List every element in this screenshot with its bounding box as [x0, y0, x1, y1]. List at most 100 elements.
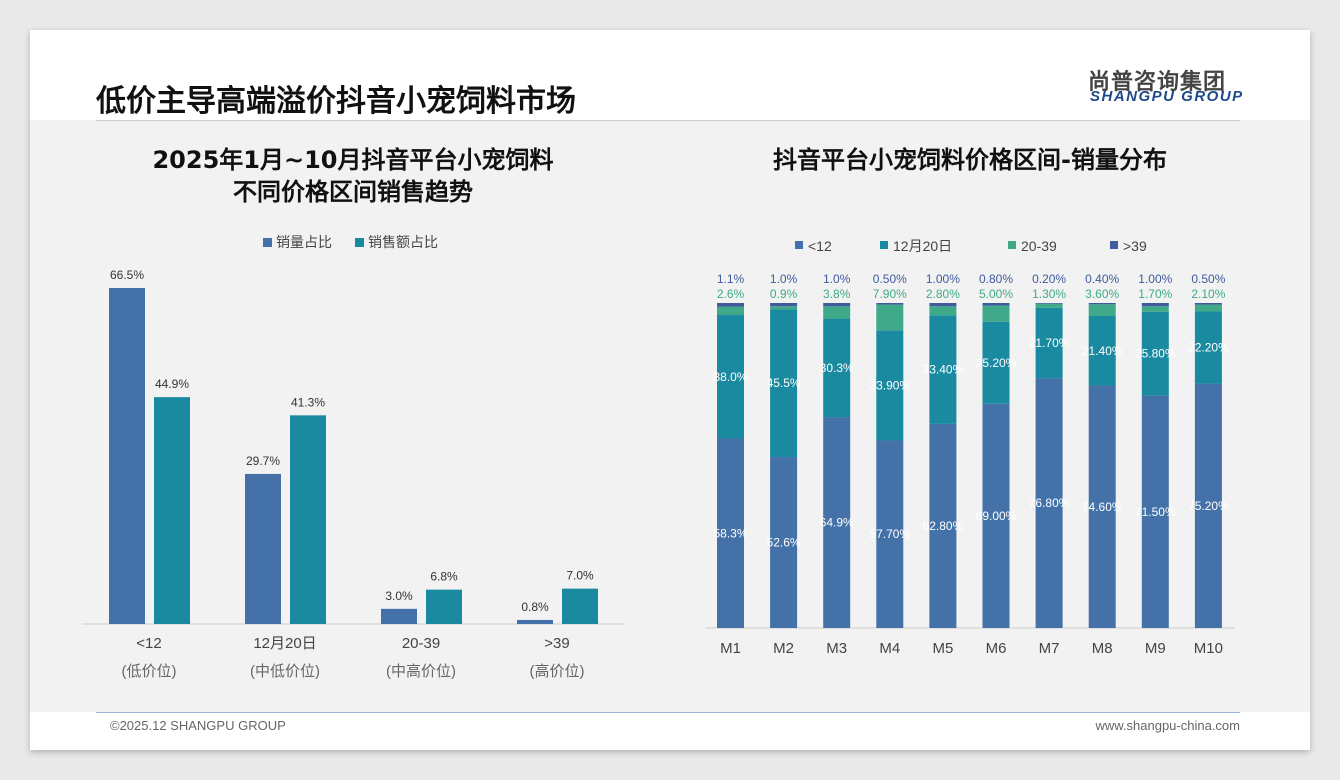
x-tick-label: M8	[1092, 640, 1113, 657]
x-tick-label: M10	[1194, 640, 1223, 657]
data-label: 62.80%	[923, 519, 964, 533]
bar-segment	[1035, 307, 1063, 379]
legend-label: 销量占比	[276, 234, 332, 250]
data-label: 0.50%	[873, 272, 907, 286]
bar-segment	[929, 303, 957, 307]
bar-segment	[823, 306, 851, 319]
bar-segment	[1141, 303, 1169, 307]
bar-segment	[876, 440, 904, 628]
data-label: 22.20%	[1188, 341, 1229, 355]
data-label: 7.90%	[873, 287, 907, 301]
legend-marker	[263, 238, 272, 247]
data-label: 25.20%	[976, 356, 1017, 370]
data-label: 0.20%	[1032, 272, 1066, 286]
data-label: 29.7%	[246, 454, 280, 468]
bar-segment	[1088, 316, 1116, 386]
bar	[245, 473, 281, 624]
x-tick-label: M3	[826, 640, 847, 657]
bar	[426, 589, 462, 624]
data-label: 3.8%	[823, 287, 851, 301]
bar-segment	[770, 306, 798, 310]
x-tick-sublabel: (低价位)	[122, 663, 177, 680]
data-label: 21.40%	[1082, 344, 1123, 358]
header-divider	[96, 120, 1240, 121]
bar-segment	[982, 403, 1010, 628]
bar-segment	[823, 318, 851, 418]
bar-segment	[770, 457, 798, 628]
data-label: 58.3%	[713, 526, 747, 540]
bar-segment	[1141, 311, 1169, 396]
bar-segment	[876, 330, 904, 441]
legend-label: 20-39	[1021, 238, 1057, 254]
footer-website[interactable]: www.shangpu-china.com	[1095, 718, 1240, 733]
data-label: 64.9%	[820, 516, 854, 530]
logo-english: SHANGPU GROUP	[1090, 88, 1244, 105]
data-label: 1.00%	[1138, 272, 1172, 286]
bar-segment	[823, 303, 851, 307]
bar-segment	[982, 303, 1010, 306]
data-label: 5.00%	[979, 287, 1013, 301]
data-label: 33.40%	[923, 363, 964, 377]
x-tick-label: M6	[986, 640, 1007, 657]
legend-label: 12月20日	[893, 238, 952, 254]
x-tick-label: M1	[720, 640, 741, 657]
data-label: 0.9%	[770, 287, 798, 301]
data-label: 25.80%	[1135, 347, 1176, 361]
bar-segment	[1194, 383, 1222, 628]
bar-segment	[823, 417, 851, 628]
x-tick-label: >39	[544, 635, 569, 652]
bar-segment	[1035, 303, 1063, 308]
x-tick-sublabel: (中低价位)	[250, 663, 320, 680]
data-label: 2.6%	[717, 287, 745, 301]
legend-label: <12	[808, 238, 832, 254]
bar-segment	[770, 303, 798, 307]
x-tick-label: 12月20日	[253, 635, 316, 652]
bar-segment	[1194, 303, 1222, 305]
legend-label: >39	[1123, 238, 1147, 254]
legend-marker	[355, 238, 364, 247]
data-label: 76.80%	[1029, 496, 1070, 510]
bar-segment	[1035, 303, 1063, 304]
bar-segment	[929, 423, 957, 628]
legend-marker	[880, 241, 888, 249]
bar	[562, 588, 598, 624]
data-label: 75.20%	[1188, 499, 1229, 513]
data-label: 2.10%	[1191, 287, 1225, 301]
bar	[154, 397, 190, 624]
bar-segment	[770, 309, 798, 458]
data-label: 1.70%	[1138, 287, 1172, 301]
bar	[109, 288, 145, 624]
left-chart-title-line1: 2025年1月~10月抖音平台小宠饲料	[152, 146, 554, 174]
data-label: 38.0%	[713, 370, 747, 384]
data-label: 45.5%	[767, 376, 801, 390]
left-chart-title: 2025年1月~10月抖音平台小宠饲料 不同价格区间销售趋势	[103, 144, 603, 208]
data-label: 74.60%	[1082, 500, 1123, 514]
x-tick-label: M2	[773, 640, 794, 657]
data-label: 0.50%	[1191, 272, 1225, 286]
data-label: 7.0%	[566, 569, 594, 583]
data-label: 1.30%	[1032, 287, 1066, 301]
logo-chinese: 尚普咨询集团	[1088, 70, 1227, 95]
data-label: 33.90%	[869, 378, 910, 392]
bar-segment	[717, 306, 744, 316]
bar-segment	[1088, 303, 1116, 305]
data-label: 52.6%	[767, 536, 801, 550]
x-tick-label: M4	[879, 640, 900, 657]
bar-segment	[1141, 306, 1169, 312]
x-tick-label: M7	[1039, 640, 1060, 657]
bar-segment	[1141, 395, 1169, 628]
data-label: 1.0%	[770, 272, 798, 286]
bar-segment	[876, 304, 904, 331]
x-tick-label: 20-39	[402, 635, 440, 652]
data-label: 2.80%	[926, 287, 960, 301]
bar	[381, 608, 417, 624]
x-tick-label: M9	[1145, 640, 1166, 657]
data-label: 30.3%	[820, 361, 854, 375]
x-tick-label: M5	[932, 640, 953, 657]
x-tick-label: <12	[136, 635, 161, 652]
bar-segment	[982, 305, 1010, 322]
data-label: 44.9%	[155, 377, 189, 391]
data-label: 1.1%	[717, 272, 745, 286]
data-label: 0.8%	[521, 600, 549, 614]
data-label: 1.00%	[926, 272, 960, 286]
